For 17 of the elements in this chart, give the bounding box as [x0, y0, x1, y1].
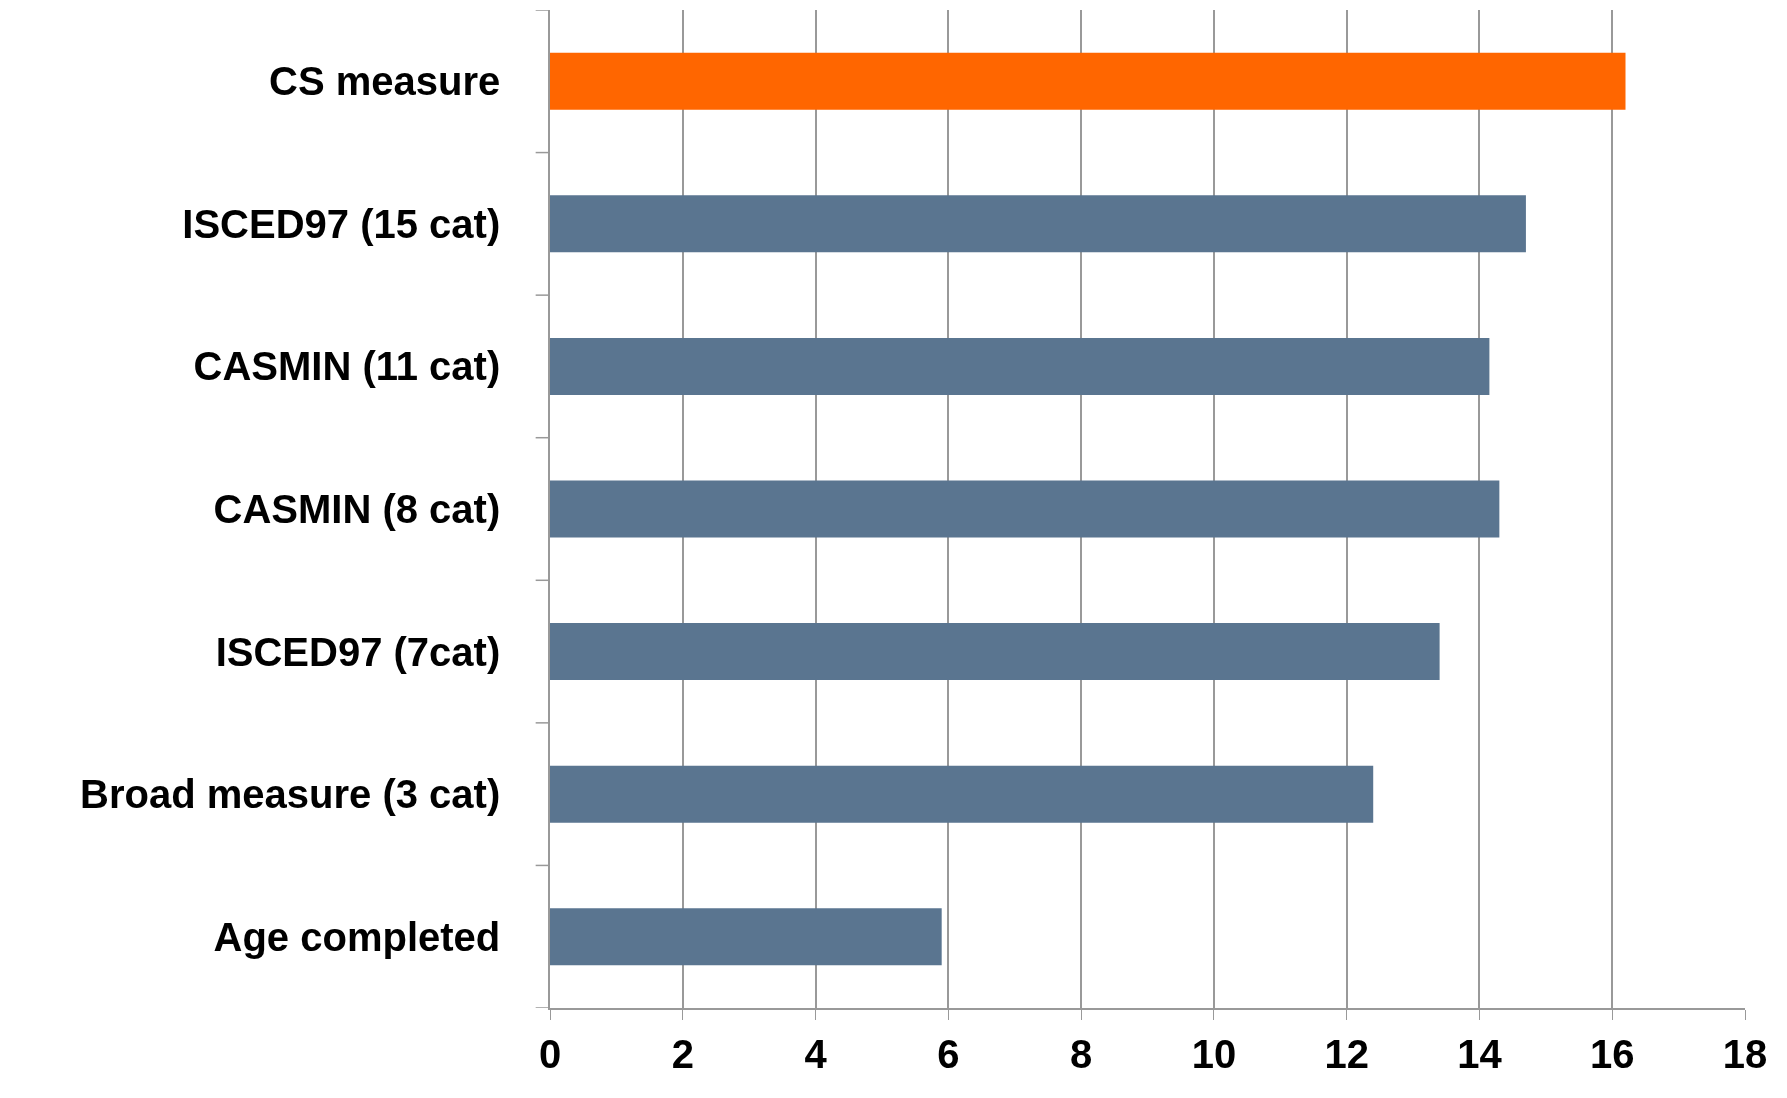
y-tick-label: CASMIN (8 cat) — [213, 487, 501, 531]
x-tick-label: 10 — [1191, 1031, 1237, 1076]
y-tick-label: CS measure — [269, 59, 501, 104]
y-tick-label: Broad measure (3 cat) — [80, 772, 501, 817]
x-tick-label: 14 — [1457, 1031, 1503, 1076]
x-tick-label: 6 — [937, 1031, 960, 1076]
x-tick-label: 12 — [1324, 1031, 1369, 1076]
x-tick-label: 4 — [804, 1031, 828, 1076]
x-tick-label: 2 — [671, 1031, 694, 1076]
x-tick-label: 16 — [1589, 1031, 1635, 1076]
x-tick-label: 0 — [538, 1031, 562, 1076]
x-tick-label: 8 — [1069, 1031, 1093, 1076]
y-tick-label: ISCED97 (15 cat) — [182, 201, 501, 246]
x-tick-label: 18 — [1722, 1031, 1768, 1076]
y-tick-label: ISCED97 (7cat) — [215, 629, 501, 674]
y-tick-label: Age completed — [213, 914, 501, 959]
y-tick-label: CASMIN (11 cat) — [193, 344, 501, 389]
